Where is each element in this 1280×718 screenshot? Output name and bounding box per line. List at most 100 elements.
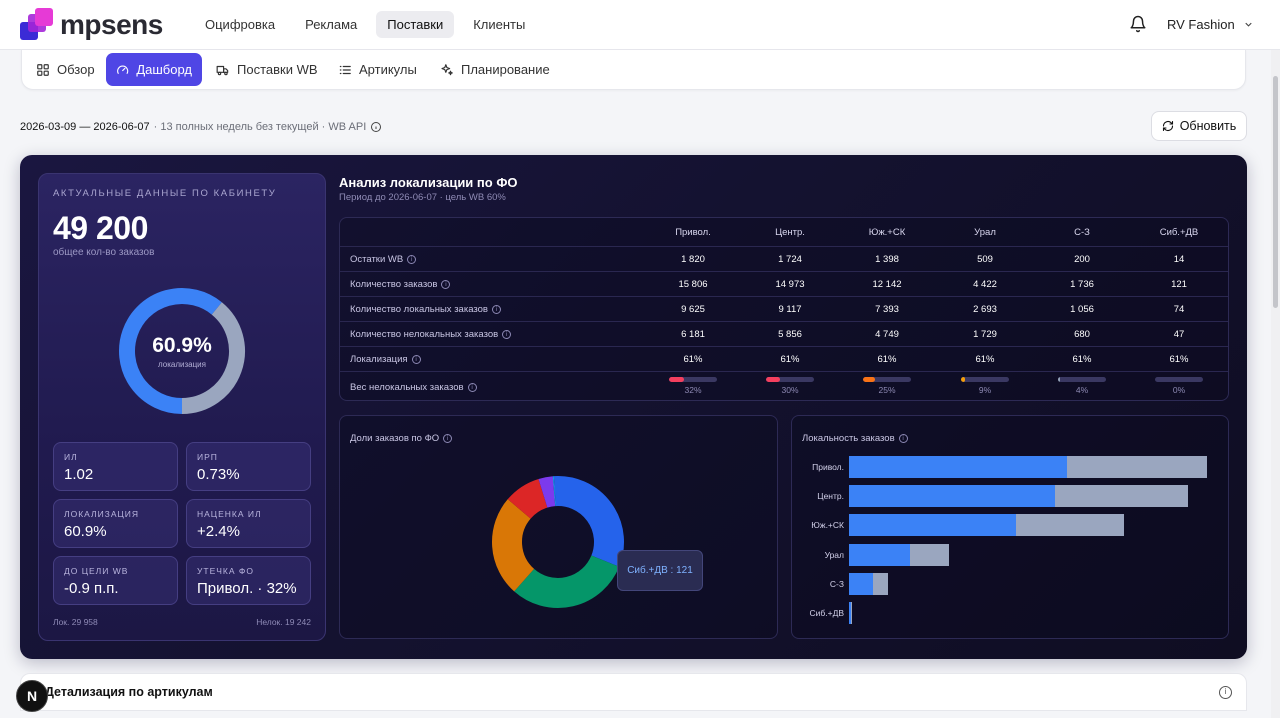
weight-percent: 4% bbox=[1075, 385, 1089, 395]
bar-segment-local[interactable] bbox=[849, 514, 1017, 537]
row-label-text: Количество локальных заказов bbox=[350, 303, 488, 315]
pie-slice[interactable] bbox=[514, 554, 620, 608]
table-row: Остатки WB i 1 820 1 724 1 398 509 200 14 bbox=[340, 246, 1228, 271]
top-bar: mpsens Оцифровка Реклама Поставки Клиент… bbox=[0, 0, 1280, 50]
scrollbar[interactable] bbox=[1271, 50, 1280, 718]
weight-bar bbox=[961, 377, 1009, 382]
pie-slice[interactable] bbox=[492, 499, 535, 592]
account-menu[interactable]: RV Fashion bbox=[1167, 17, 1254, 32]
refresh-button[interactable]: Обновить bbox=[1151, 111, 1247, 141]
table-cell: 61% bbox=[683, 353, 703, 365]
bar-segment-nonlocal[interactable] bbox=[1067, 456, 1207, 478]
info-icon[interactable] bbox=[370, 121, 382, 133]
info-icon[interactable]: i bbox=[1219, 686, 1232, 699]
info-icon[interactable]: i bbox=[441, 279, 451, 289]
weight-bar bbox=[669, 377, 717, 382]
table-row: Количество нелокальных заказов i 6 181 5 85… bbox=[340, 321, 1228, 346]
weight-cell: 32% bbox=[644, 372, 742, 400]
articles-detail-section[interactable]: Детализация по артикулам i bbox=[20, 673, 1247, 711]
info-icon[interactable]: i bbox=[411, 354, 421, 364]
table-cell: 14 973 bbox=[775, 278, 805, 290]
table-cell: 200 bbox=[1074, 253, 1090, 265]
topnav-item-ads[interactable]: Реклама bbox=[305, 17, 358, 32]
bar-segment-nonlocal[interactable] bbox=[1055, 485, 1189, 508]
weight-percent: 9% bbox=[978, 385, 992, 395]
share-chart-title: Доли заказов по ФО i bbox=[350, 433, 453, 444]
analysis-subtitle: Период до 2026-06-07 · цель WB 60% bbox=[339, 192, 506, 203]
metric-il: ИЛ 1.02 bbox=[53, 442, 178, 491]
info-icon[interactable]: i bbox=[491, 304, 501, 314]
bar-segment-local[interactable] bbox=[849, 543, 910, 566]
table-cell: 61% bbox=[780, 353, 800, 365]
sparkles-icon bbox=[441, 63, 453, 75]
tab-dashboard[interactable]: Дашборд bbox=[106, 53, 202, 86]
bar-category-label: Центр. bbox=[817, 491, 844, 502]
brand-logo[interactable]: mpsens bbox=[20, 8, 163, 42]
scrollbar-thumb[interactable] bbox=[1273, 76, 1278, 308]
bar-segment-nonlocal[interactable] bbox=[1016, 514, 1124, 537]
info-icon[interactable]: i bbox=[467, 382, 477, 392]
list-icon bbox=[339, 65, 351, 74]
localization-panel: АКТУАЛЬНЫЕ ДАННЫЕ ПО КАБИНЕТУ 49 200 общ… bbox=[20, 155, 1247, 659]
column-header: Привол. bbox=[675, 226, 711, 238]
table-cell: 1 820 bbox=[681, 253, 705, 265]
bar-segment-nonlocal[interactable] bbox=[851, 602, 853, 624]
topnav-item-digitization[interactable]: Оцифровка bbox=[205, 17, 276, 32]
bar-category-label: Привол. bbox=[812, 462, 844, 472]
nextjs-badge-icon[interactable]: N bbox=[16, 680, 48, 712]
table-cell: 61% bbox=[877, 353, 897, 365]
column-header: Юж.+СК bbox=[868, 226, 906, 238]
table-cell: 121 bbox=[1171, 278, 1187, 290]
tab-wb-supplies[interactable]: Поставки WB bbox=[206, 53, 328, 86]
donut-center: 60.9% локализация bbox=[118, 287, 246, 415]
pie-slice[interactable] bbox=[538, 476, 556, 508]
period-line: 2026-03-09 — 2026-06-07 · 13 полных неде… bbox=[20, 121, 382, 133]
bar-segment-nonlocal[interactable] bbox=[909, 543, 950, 566]
metric-localization: ЛОКАЛИЗАЦИЯ 60.9% bbox=[53, 499, 178, 548]
metric-irp: ИРП 0.73% bbox=[186, 442, 311, 491]
pie-slice[interactable] bbox=[507, 478, 549, 520]
stacked-bar bbox=[849, 485, 1189, 508]
chart-tooltip: Сиб.+ДВ : 121 bbox=[617, 550, 703, 591]
bar-segment-local[interactable] bbox=[849, 485, 1056, 508]
weight-percent: 30% bbox=[781, 385, 799, 395]
info-icon[interactable]: i bbox=[502, 329, 512, 339]
bar-category-label: Урал bbox=[824, 549, 844, 560]
bar-segment-local[interactable] bbox=[849, 602, 851, 624]
tab-overview[interactable]: Обзор bbox=[26, 53, 105, 86]
tab-planning[interactable]: Планирование bbox=[430, 53, 560, 86]
metric-title: ИРП bbox=[197, 452, 218, 462]
info-icon[interactable]: i bbox=[898, 434, 908, 443]
table-cell: 509 bbox=[977, 253, 993, 265]
pie-slice[interactable] bbox=[553, 476, 624, 567]
table-cell: 6 181 bbox=[681, 328, 705, 340]
metric-title: ДО ЦЕЛИ WB bbox=[64, 566, 129, 576]
weight-bar bbox=[863, 377, 911, 382]
metric-value: 1.02 bbox=[64, 466, 94, 483]
bar-segment-local[interactable] bbox=[849, 456, 1067, 478]
weight-cell: 9% bbox=[936, 372, 1034, 400]
weight-cell: 0% bbox=[1130, 372, 1228, 400]
bar-segment-local[interactable] bbox=[849, 572, 873, 595]
table-cell: 2 693 bbox=[973, 303, 997, 315]
tab-articles[interactable]: Артикулы bbox=[328, 53, 427, 86]
row-label-text: Вес нелокальных заказов bbox=[350, 381, 464, 393]
row-label: Вес нелокальных заказов i bbox=[350, 372, 477, 400]
topnav-item-clients[interactable]: Клиенты bbox=[473, 17, 526, 32]
row-label: Остатки WB i bbox=[350, 247, 417, 271]
top-nav: Оцифровка Реклама Поставки Клиенты bbox=[194, 11, 536, 38]
weight-bar-fill bbox=[1058, 377, 1060, 382]
info-icon[interactable]: i bbox=[407, 254, 417, 264]
bar-segment-nonlocal[interactable] bbox=[872, 572, 889, 595]
table-cell: 1 724 bbox=[778, 253, 802, 265]
localization-table: Привол. Центр. Юж.+СК Урал С-З Сиб.+ДВ О… bbox=[339, 217, 1229, 401]
column-header: Центр. bbox=[775, 226, 805, 238]
metric-title: ЛОКАЛИЗАЦИЯ bbox=[64, 509, 140, 519]
info-icon[interactable]: i bbox=[443, 434, 453, 443]
topnav-item-supplies[interactable]: Поставки bbox=[376, 11, 455, 38]
weight-percent: 32% bbox=[684, 385, 702, 395]
localization-donut: 60.9% локализация bbox=[118, 287, 246, 415]
bell-icon[interactable] bbox=[1129, 15, 1147, 33]
metric-to-wb-goal: ДО ЦЕЛИ WB -0.9 п.п. bbox=[53, 556, 178, 605]
table-cell: 5 856 bbox=[778, 328, 802, 340]
